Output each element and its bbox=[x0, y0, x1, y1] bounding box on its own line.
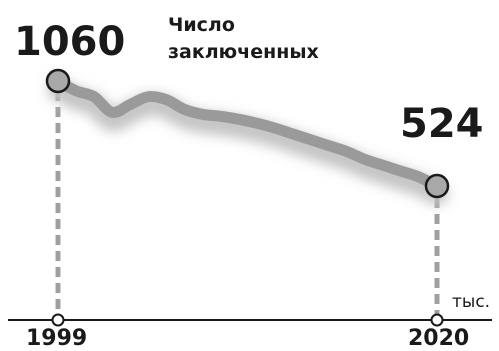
x-tick-end bbox=[430, 313, 444, 327]
x-tick-label-start: 1999 bbox=[26, 326, 87, 351]
x-tick-label-end: 2020 bbox=[408, 326, 469, 351]
unit-label: тыс. bbox=[452, 292, 490, 312]
start-value-label: 1060 bbox=[14, 19, 125, 65]
start-point-marker bbox=[45, 68, 71, 94]
chart-title-line-1: Число bbox=[168, 14, 235, 36]
series-line bbox=[52, 75, 443, 192]
chart-title-line-2: заключенных bbox=[168, 41, 319, 63]
x-tick-start bbox=[51, 313, 65, 327]
end-value-label: 524 bbox=[400, 101, 484, 147]
series-line-shadow bbox=[47, 78, 448, 205]
end-point-marker bbox=[424, 173, 450, 199]
